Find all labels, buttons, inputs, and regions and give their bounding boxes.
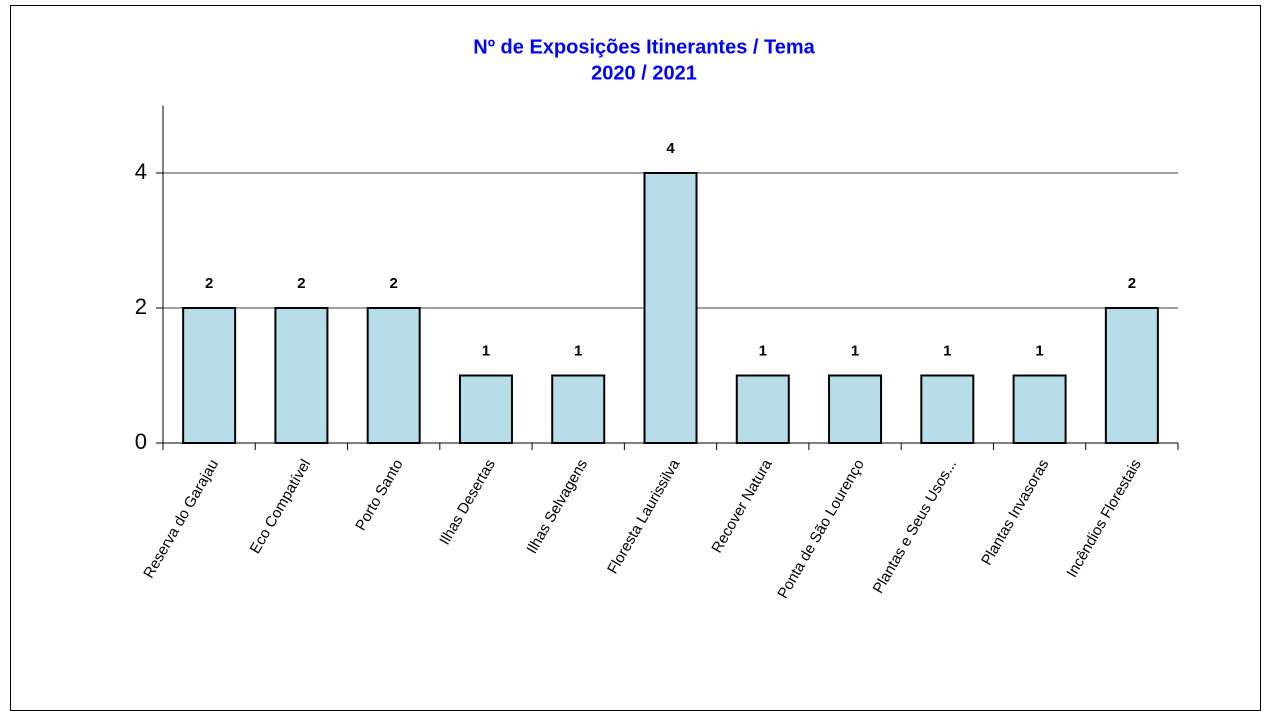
value-label: 2 xyxy=(390,275,398,292)
value-label: 1 xyxy=(482,342,490,359)
x-tick-label: Plantas Invasoras xyxy=(978,456,1052,568)
y-tick-label: 0 xyxy=(135,429,147,454)
x-tick-label: Plantas e Seus Usos... xyxy=(870,456,961,596)
x-tick-label: Porto Santo xyxy=(352,456,406,533)
bar xyxy=(274,307,329,444)
y-tick-label: 4 xyxy=(135,159,147,184)
x-tick-label: Floresta Laurissilva xyxy=(604,456,684,577)
chart-subtitle: 2020 / 2021 xyxy=(591,62,697,84)
chart-title: Nº de Exposições Itinerantes / Tema xyxy=(473,36,815,58)
bar xyxy=(551,374,606,444)
bar xyxy=(735,374,790,444)
bar xyxy=(458,374,513,444)
bar xyxy=(828,374,883,444)
x-tick-label: Ilhas Selvagens xyxy=(523,456,591,556)
x-tick-label: Incêndios Florestais xyxy=(1063,456,1144,580)
bar xyxy=(1012,374,1067,444)
bar xyxy=(643,172,698,444)
value-label: 1 xyxy=(759,342,767,359)
x-tick-label: Ilhas Desertas xyxy=(436,456,499,548)
bar xyxy=(1104,307,1159,444)
bar xyxy=(366,307,421,444)
x-tick-label: Ponta de São Lourenço xyxy=(774,456,868,601)
value-label: 1 xyxy=(851,342,859,359)
value-label: 2 xyxy=(205,275,213,292)
value-label: 4 xyxy=(666,140,675,157)
value-label: 1 xyxy=(1035,342,1043,359)
value-label: 2 xyxy=(297,275,305,292)
value-label: 2 xyxy=(1128,275,1136,292)
y-tick-label: 2 xyxy=(135,294,147,319)
value-label: 1 xyxy=(574,342,582,359)
bar xyxy=(920,374,975,444)
x-tick-label: Reserva do Garajau xyxy=(140,456,222,581)
value-label: 1 xyxy=(943,342,951,359)
x-tick-label: Eco Compatível xyxy=(247,456,315,556)
bar xyxy=(182,307,237,444)
x-tick-label: Recover Natura xyxy=(708,456,776,556)
